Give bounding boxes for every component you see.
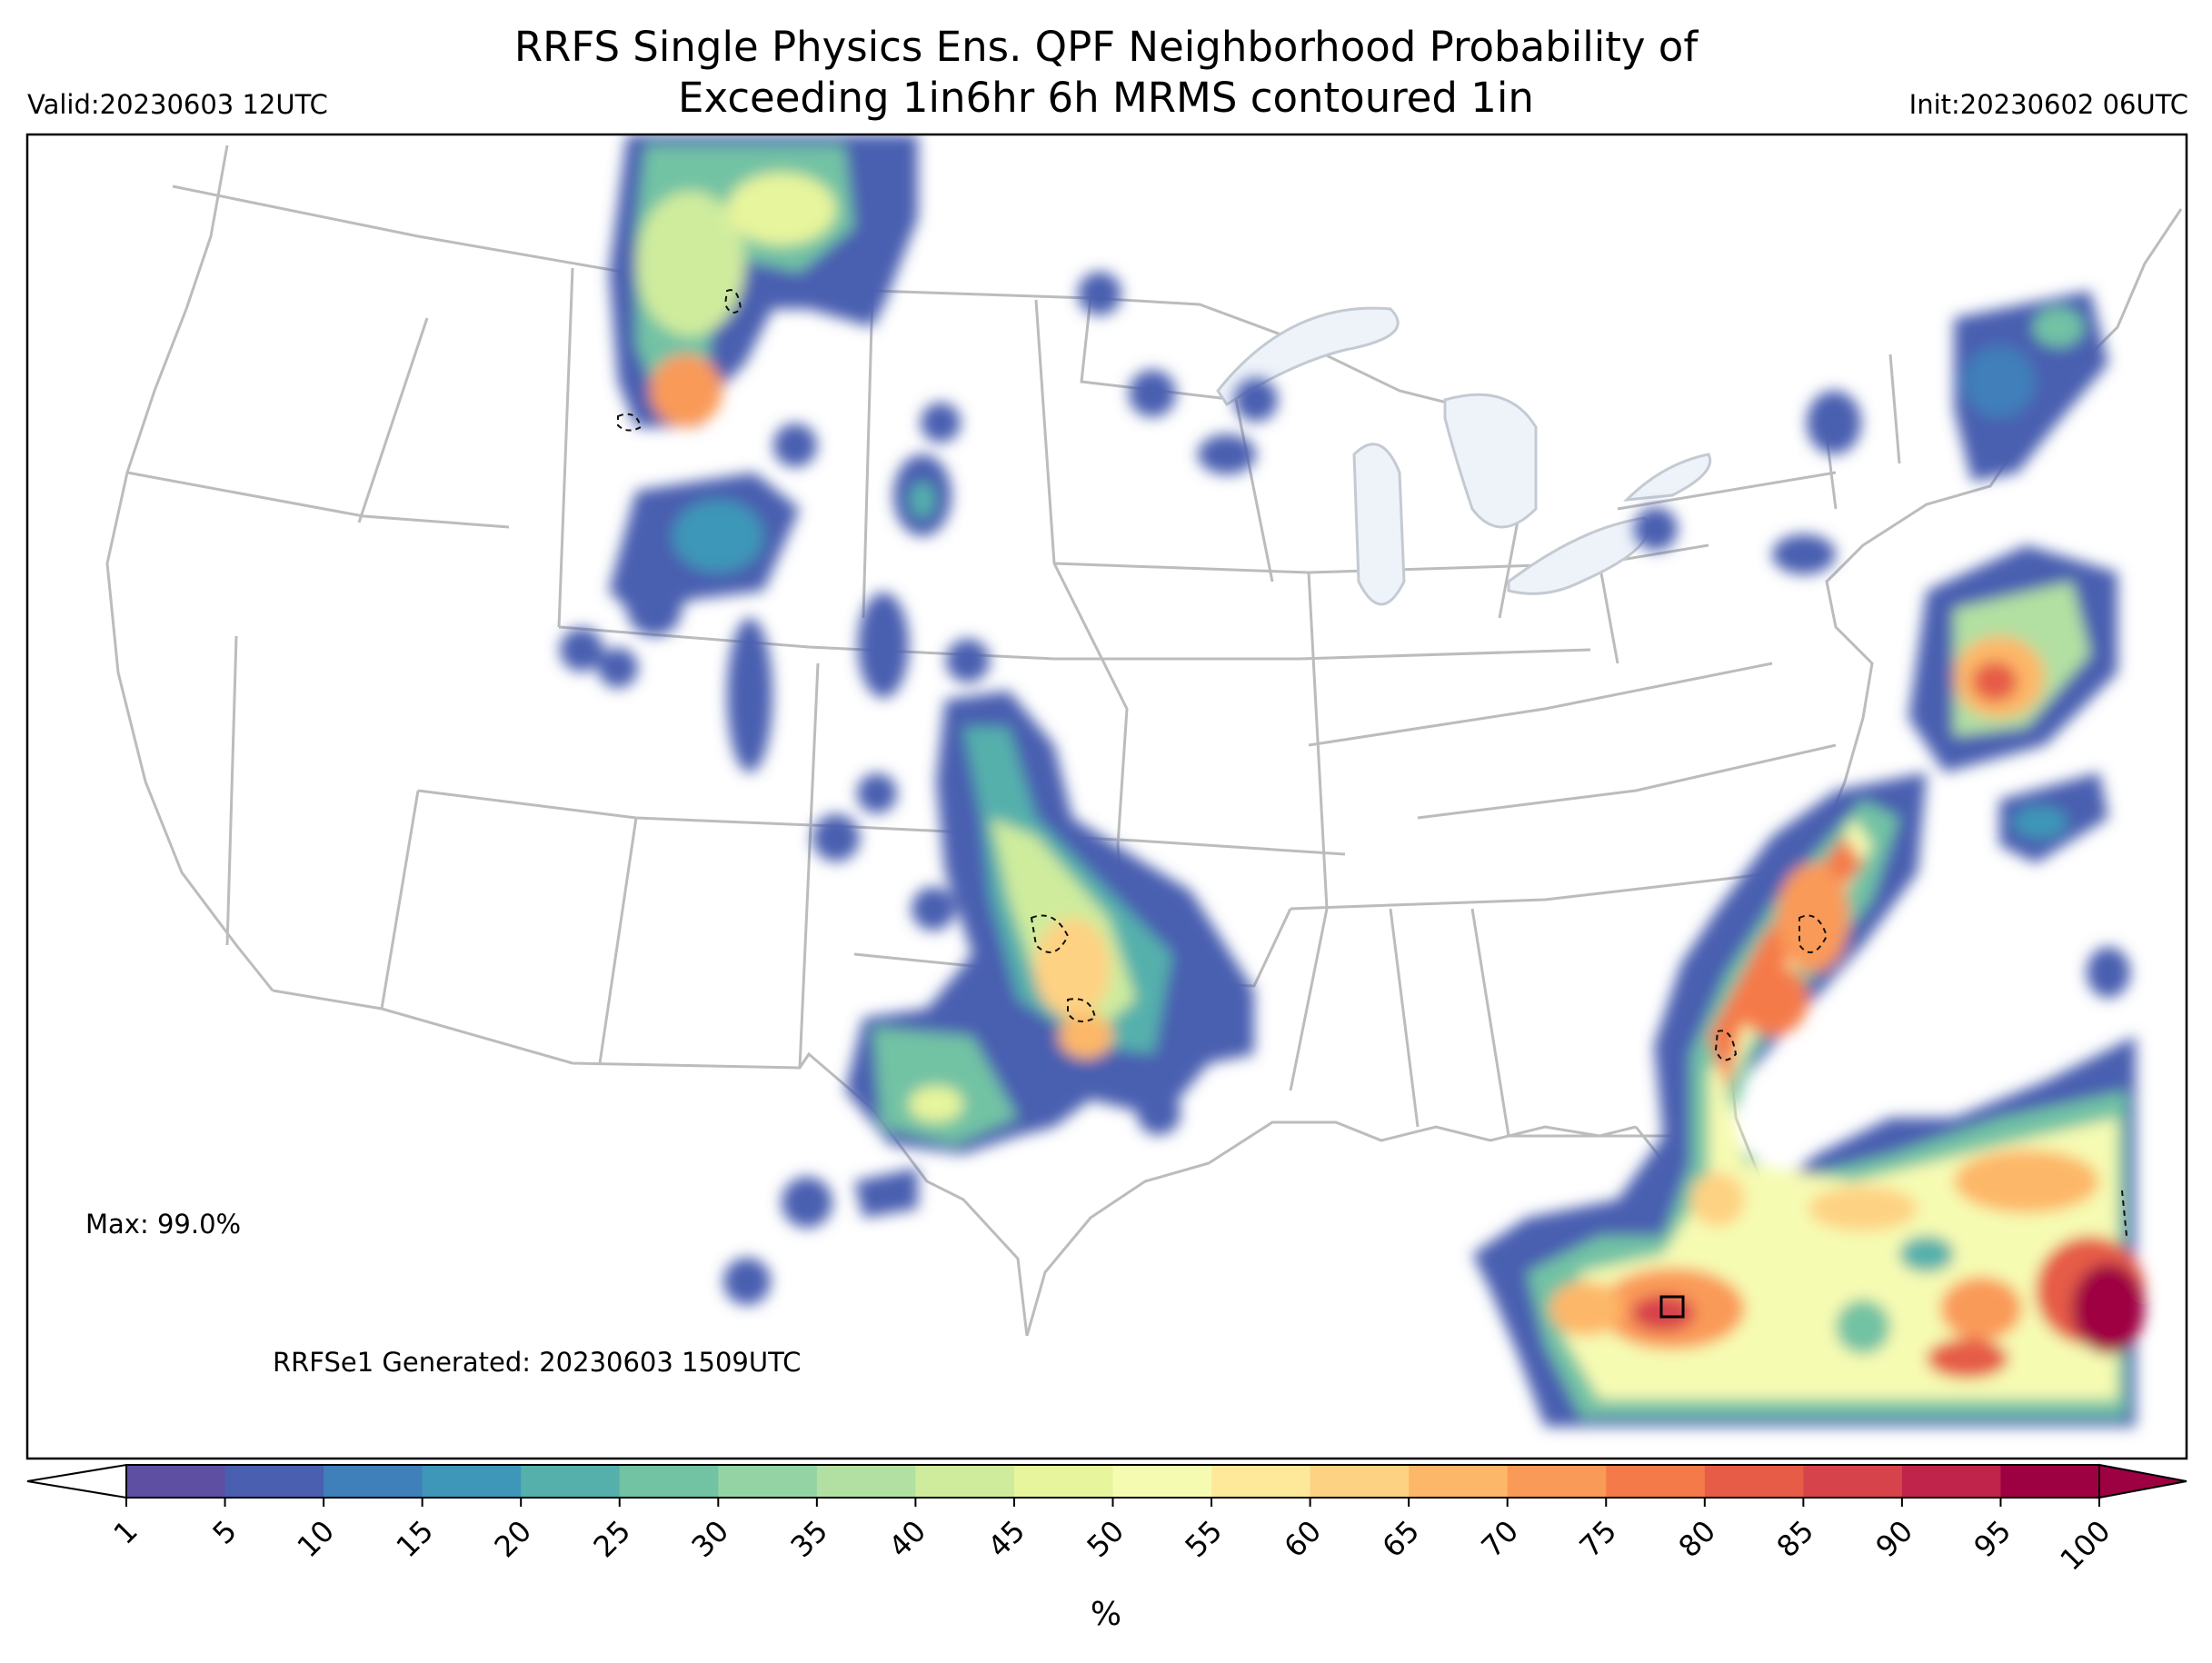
colorbar-bin (718, 1465, 818, 1498)
valid-time-label: Valid:20230603 12UTC (27, 89, 328, 120)
colorbar-extend-high (2098, 1463, 2187, 1499)
colorbar-bin (1704, 1465, 1804, 1498)
colorbar-bin (521, 1465, 621, 1498)
colorbar-bin (422, 1465, 522, 1498)
colorbar (26, 1463, 2187, 1507)
colorbar-bin (619, 1465, 719, 1498)
colorbar-bin (816, 1465, 916, 1498)
max-value-label: Max: 99.0% (85, 1209, 242, 1240)
colorbar-unit-label: % (1090, 1596, 1122, 1633)
colorbar-bin (224, 1465, 324, 1498)
max-location-marker (1659, 1295, 1685, 1319)
colorbar-bin (1901, 1465, 2001, 1498)
colorbar-bin (1606, 1465, 1706, 1498)
colorbar-bin (324, 1465, 423, 1498)
colorbar-bin (915, 1465, 1015, 1498)
colorbar-bin (1013, 1465, 1113, 1498)
probability-field (560, 134, 2145, 1427)
colorbar-bin (2000, 1465, 2100, 1498)
mrms-contours (617, 289, 2127, 1237)
title-line-1: RRFS Single Physics Ens. QPF Neighborhoo… (513, 23, 1699, 71)
title-line-2: Exceeding 1in6hr 6h MRMS contoured 1in (678, 74, 1534, 122)
map-border (25, 133, 2188, 1460)
colorbar-bin (1507, 1465, 1607, 1498)
colorbar-bin (1803, 1465, 1903, 1498)
init-time-label: Init:20230602 06UTC (1908, 89, 2188, 120)
colorbar-bin (1310, 1465, 1410, 1498)
great-lakes (1216, 306, 1711, 606)
colorbar-bin (126, 1465, 226, 1498)
colorbar-bin (1112, 1465, 1212, 1498)
colorbar-bin (1409, 1465, 1509, 1498)
colorbar-extend-low (26, 1463, 127, 1499)
generated-time-label: RRFSe1 Generated: 20230603 1509UTC (273, 1347, 802, 1378)
colorbar-bin (1211, 1465, 1311, 1498)
